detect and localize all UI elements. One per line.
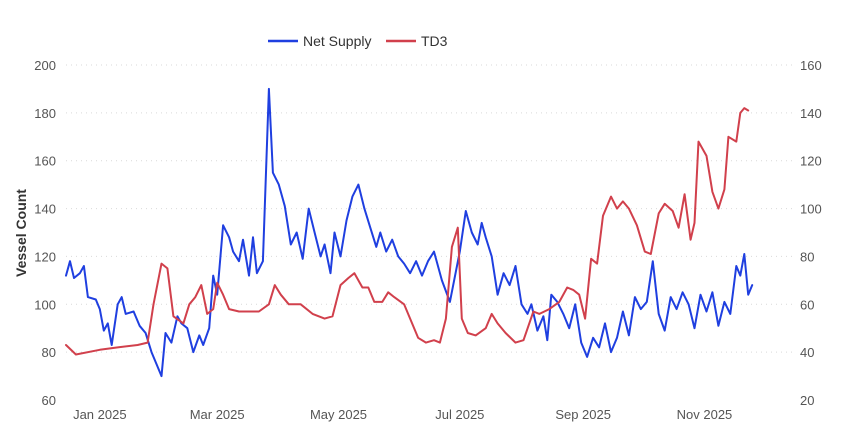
left-tick-label: 180: [34, 106, 56, 121]
right-tick-label: 80: [800, 249, 814, 264]
right-tick-label: 160: [800, 58, 822, 73]
right-tick-label: 100: [800, 202, 822, 217]
right-axis: 20 40 60 80 100 120 140 160: [800, 58, 822, 408]
gridlines: [66, 64, 792, 353]
left-tick-label: 140: [34, 202, 56, 217]
right-tick-label: 140: [800, 106, 822, 121]
left-tick-label: 80: [42, 345, 56, 360]
series-line-net-supply: [65, 87, 754, 378]
y-axis-label: Vessel Count: [13, 189, 29, 277]
left-tick-label: 160: [34, 154, 56, 169]
left-tick-label: 120: [34, 249, 56, 264]
x-tick-label: Jul 2025: [435, 407, 484, 422]
left-tick-label: 60: [42, 393, 56, 408]
right-tick-label: 60: [800, 297, 814, 312]
left-tick-label: 200: [34, 58, 56, 73]
right-tick-label: 20: [800, 393, 814, 408]
right-tick-label: 120: [800, 154, 822, 169]
right-tick-label: 40: [800, 345, 814, 360]
legend: Net Supply TD3: [268, 33, 448, 49]
legend-label: TD3: [421, 33, 448, 49]
x-tick-label: Nov 2025: [677, 407, 733, 422]
legend-label: Net Supply: [303, 33, 371, 49]
series-layer: [65, 87, 754, 378]
x-tick-label: Sep 2025: [555, 407, 611, 422]
x-tick-label: May 2025: [310, 407, 367, 422]
x-axis: Jan 2025 Mar 2025 May 2025 Jul 2025 Sep 2025…: [73, 407, 732, 422]
legend-item[interactable]: Net Supply: [268, 33, 371, 49]
x-tick-label: Jan 2025: [73, 407, 127, 422]
legend-item[interactable]: TD3: [386, 33, 448, 49]
left-axis: 60 80 100 120 140 160 180 200: [34, 58, 56, 408]
left-tick-label: 100: [34, 297, 56, 312]
series-line-td3: [65, 107, 750, 356]
x-tick-label: Mar 2025: [190, 407, 245, 422]
